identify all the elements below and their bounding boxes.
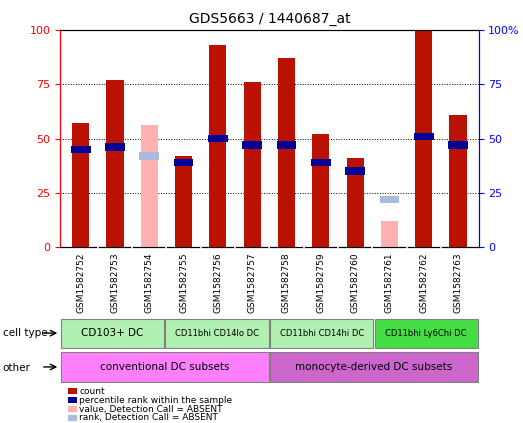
Bar	[141, 126, 158, 247]
Text: GSM1582763: GSM1582763	[453, 252, 462, 313]
Text: GSM1582754: GSM1582754	[145, 252, 154, 313]
Bar	[209, 45, 226, 247]
Text: GSM1582756: GSM1582756	[213, 252, 222, 313]
Bar	[244, 82, 261, 247]
Text: GSM1582758: GSM1582758	[282, 252, 291, 313]
Text: GSM1582753: GSM1582753	[110, 252, 120, 313]
Text: CD103+ DC: CD103+ DC	[81, 328, 144, 338]
Text: CD11bhi Ly6Chi DC: CD11bhi Ly6Chi DC	[385, 329, 467, 338]
Bar	[449, 115, 467, 247]
Bar	[374, 319, 478, 348]
Bar	[174, 159, 194, 166]
Text: monocyte-derived DC subsets: monocyte-derived DC subsets	[295, 362, 452, 372]
Bar	[345, 168, 365, 175]
Text: GSM1582752: GSM1582752	[76, 252, 85, 313]
Bar	[380, 196, 399, 203]
Bar	[107, 80, 123, 247]
Bar	[61, 352, 269, 382]
Bar	[242, 141, 262, 149]
Bar	[448, 141, 468, 149]
Bar	[347, 158, 363, 247]
Bar	[270, 352, 478, 382]
Bar	[278, 58, 295, 247]
Text: GSM1582760: GSM1582760	[350, 252, 360, 313]
Bar	[270, 319, 373, 348]
Text: conventional DC subsets: conventional DC subsets	[100, 362, 230, 372]
Text: GSM1582762: GSM1582762	[419, 252, 428, 313]
Text: rank, Detection Call = ABSENT: rank, Detection Call = ABSENT	[79, 413, 219, 423]
Bar	[277, 141, 297, 149]
Bar	[415, 30, 432, 247]
Bar	[381, 221, 398, 247]
Text: GSM1582755: GSM1582755	[179, 252, 188, 313]
Bar	[165, 319, 269, 348]
Text: percentile rank within the sample: percentile rank within the sample	[79, 396, 233, 405]
Bar	[72, 123, 89, 247]
Text: GSM1582759: GSM1582759	[316, 252, 325, 313]
Bar	[208, 135, 228, 143]
Bar	[71, 146, 90, 153]
Text: CD11bhi CD14hi DC: CD11bhi CD14hi DC	[279, 329, 364, 338]
Bar	[61, 319, 164, 348]
Bar	[414, 132, 434, 140]
Text: count: count	[79, 387, 105, 396]
Text: GSM1582757: GSM1582757	[248, 252, 257, 313]
Text: GSM1582761: GSM1582761	[385, 252, 394, 313]
Text: value, Detection Call = ABSENT: value, Detection Call = ABSENT	[79, 404, 223, 414]
Bar	[312, 134, 329, 247]
Bar	[140, 152, 159, 160]
Bar	[105, 143, 125, 151]
Text: cell type: cell type	[3, 328, 47, 338]
Bar	[311, 159, 331, 166]
Text: other: other	[3, 363, 30, 373]
Bar	[175, 156, 192, 247]
Title: GDS5663 / 1440687_at: GDS5663 / 1440687_at	[188, 12, 350, 26]
Text: CD11bhi CD14lo DC: CD11bhi CD14lo DC	[175, 329, 259, 338]
